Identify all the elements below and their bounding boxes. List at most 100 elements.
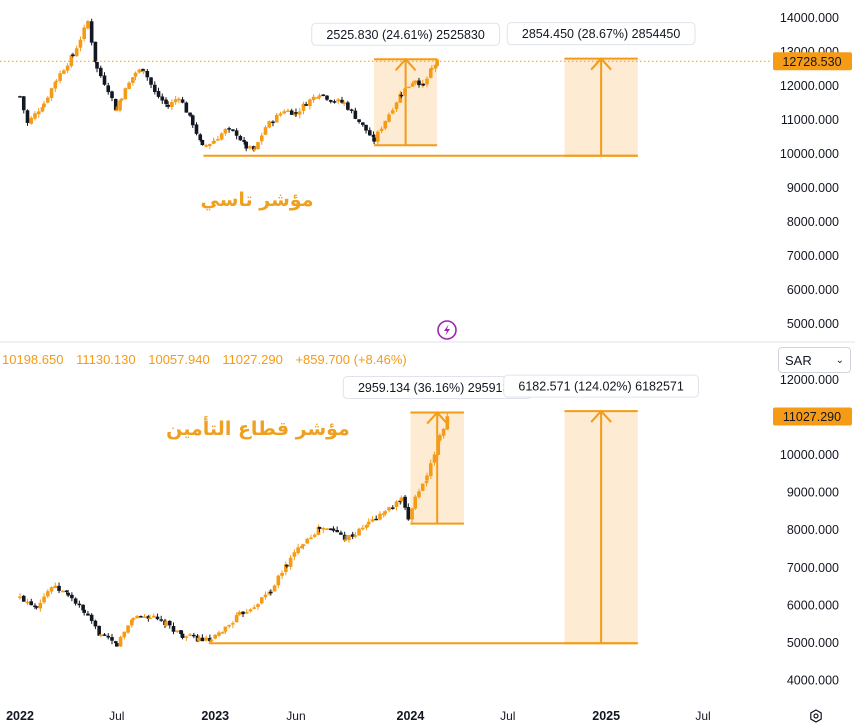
- candle[interactable]: [190, 114, 195, 129]
- candle[interactable]: [374, 515, 379, 521]
- candle[interactable]: [346, 100, 350, 111]
- measure-label[interactable]: 2959.134 (36.16%) 2959134: [342, 376, 532, 400]
- candle[interactable]: [118, 99, 122, 113]
- candle[interactable]: [141, 70, 146, 75]
- candle[interactable]: [413, 494, 418, 511]
- candle[interactable]: [321, 526, 326, 534]
- candle[interactable]: [407, 86, 411, 89]
- candle[interactable]: [242, 137, 246, 145]
- candle[interactable]: [328, 528, 333, 531]
- candle[interactable]: [38, 599, 43, 612]
- candle[interactable]: [387, 506, 391, 512]
- candle[interactable]: [274, 112, 279, 123]
- candle[interactable]: [410, 507, 414, 524]
- candle[interactable]: [339, 530, 343, 535]
- candle[interactable]: [204, 635, 208, 642]
- candle[interactable]: [21, 594, 26, 602]
- candle[interactable]: [118, 635, 123, 647]
- candle[interactable]: [259, 132, 264, 145]
- candle[interactable]: [248, 608, 253, 613]
- measure-label[interactable]: 2854.450 (28.67%) 2854450: [506, 22, 696, 46]
- candle[interactable]: [54, 78, 59, 83]
- candle[interactable]: [252, 604, 257, 610]
- candle[interactable]: [102, 633, 107, 636]
- candle[interactable]: [175, 630, 180, 633]
- candle[interactable]: [424, 481, 429, 487]
- candle[interactable]: [425, 76, 429, 88]
- candle[interactable]: [315, 96, 320, 99]
- candle[interactable]: [332, 99, 337, 104]
- candle[interactable]: [170, 99, 174, 110]
- candle[interactable]: [248, 145, 252, 150]
- candle[interactable]: [357, 119, 361, 124]
- candle[interactable]: [149, 77, 153, 89]
- candle[interactable]: [135, 614, 139, 619]
- candle[interactable]: [347, 534, 351, 543]
- candle[interactable]: [288, 554, 293, 570]
- candle[interactable]: [86, 19, 90, 30]
- candle[interactable]: [311, 94, 316, 103]
- pane-tasi[interactable]: 14000.00013000.00012000.00011000.0001000…: [0, 11, 852, 331]
- gear-icon[interactable]: [810, 709, 822, 723]
- candle[interactable]: [198, 133, 203, 142]
- candle[interactable]: [53, 81, 58, 93]
- candle[interactable]: [177, 97, 181, 104]
- candle[interactable]: [152, 81, 157, 95]
- candle[interactable]: [331, 526, 336, 533]
- candle[interactable]: [25, 109, 30, 126]
- candle[interactable]: [285, 564, 289, 569]
- candle[interactable]: [73, 597, 78, 606]
- candle[interactable]: [372, 133, 376, 145]
- candle[interactable]: [53, 582, 58, 589]
- candle[interactable]: [312, 533, 317, 539]
- candle[interactable]: [259, 596, 264, 605]
- candle[interactable]: [325, 95, 329, 101]
- candle[interactable]: [316, 524, 321, 536]
- candle[interactable]: [301, 543, 306, 550]
- candle[interactable]: [284, 561, 288, 576]
- candle[interactable]: [126, 624, 130, 634]
- candle[interactable]: [77, 600, 82, 608]
- candle[interactable]: [70, 592, 74, 602]
- candle[interactable]: [71, 52, 75, 58]
- candle[interactable]: [164, 97, 168, 108]
- candle[interactable]: [211, 137, 216, 145]
- candle[interactable]: [34, 605, 39, 610]
- candle[interactable]: [123, 87, 128, 100]
- measure-label[interactable]: 6182.571 (124.02%) 6182571: [503, 374, 699, 398]
- candle[interactable]: [406, 503, 411, 521]
- candle[interactable]: [244, 608, 249, 614]
- candle[interactable]: [272, 584, 277, 592]
- candle[interactable]: [263, 125, 268, 136]
- candle[interactable]: [49, 87, 54, 101]
- candle[interactable]: [328, 99, 333, 104]
- candle[interactable]: [428, 459, 433, 479]
- candle[interactable]: [256, 603, 260, 610]
- candle[interactable]: [301, 101, 306, 115]
- candle[interactable]: [29, 116, 34, 125]
- candle[interactable]: [93, 619, 98, 630]
- candle[interactable]: [139, 615, 143, 618]
- candle[interactable]: [366, 518, 371, 527]
- candle[interactable]: [410, 81, 415, 88]
- last-price-tag[interactable]: 11027.290: [773, 407, 852, 426]
- candle[interactable]: [60, 589, 65, 593]
- candle[interactable]: [131, 617, 136, 623]
- candle[interactable]: [49, 586, 54, 595]
- candle[interactable]: [196, 634, 201, 643]
- candle[interactable]: [200, 634, 205, 642]
- candle[interactable]: [127, 81, 131, 90]
- candle[interactable]: [93, 41, 98, 64]
- candle[interactable]: [25, 598, 30, 606]
- candle[interactable]: [106, 633, 111, 640]
- candle[interactable]: [305, 537, 310, 544]
- candle[interactable]: [21, 95, 26, 114]
- candle[interactable]: [114, 106, 119, 112]
- candle[interactable]: [115, 642, 119, 647]
- candle[interactable]: [78, 36, 83, 52]
- candle[interactable]: [269, 589, 273, 596]
- candle[interactable]: [256, 141, 260, 150]
- currency-select[interactable]: SAR ⌄: [778, 347, 851, 373]
- candle[interactable]: [234, 128, 239, 140]
- candle[interactable]: [188, 112, 192, 118]
